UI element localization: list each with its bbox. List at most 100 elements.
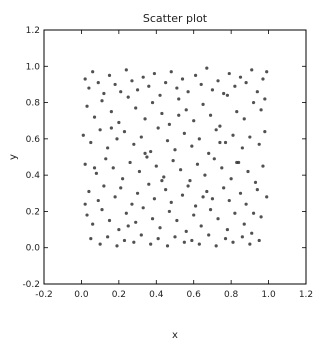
scatter-point <box>235 160 239 165</box>
scatter-point <box>263 130 267 134</box>
scatter-point <box>139 233 143 237</box>
scatter-point <box>242 222 246 226</box>
scatter-point <box>173 235 177 239</box>
scatter-point <box>218 140 222 145</box>
scatter-point <box>85 213 89 217</box>
scatter-point <box>169 200 173 204</box>
scatter-point <box>141 75 145 79</box>
scatter-point <box>179 168 183 172</box>
scatter-point <box>164 188 168 192</box>
scatter-point <box>160 178 164 183</box>
scatter-point <box>83 162 87 166</box>
scatter-point <box>186 90 190 94</box>
x-axis-ticks: -0.2 0.0 0.2 0.4 0.6 0.8 1.0 1.2 <box>35 30 313 300</box>
scatter-point <box>134 220 138 224</box>
scatter-point <box>203 173 207 177</box>
scatter-point <box>100 99 104 103</box>
scatter-point <box>100 208 104 212</box>
scatter-point <box>263 97 267 101</box>
scatter-point <box>160 111 164 116</box>
y-tick-label: 1.2 <box>26 26 40 36</box>
scatter-point <box>81 133 85 137</box>
y-tick-label: 0.0 <box>26 244 41 254</box>
scatter-point <box>231 240 235 244</box>
scatter-point <box>102 91 106 96</box>
scatter-point <box>244 81 248 85</box>
scatter-point <box>91 70 95 74</box>
scatter-point <box>190 238 194 243</box>
scatter-point <box>177 97 181 101</box>
scatter-point <box>223 140 228 145</box>
scatter-point <box>162 175 166 179</box>
scatter-point <box>192 213 196 217</box>
scatter-point <box>152 197 157 201</box>
scatter-point <box>257 142 261 146</box>
scatter-point <box>240 146 244 150</box>
scatter-point <box>250 68 254 72</box>
scatter-point <box>167 122 171 126</box>
scatter-point <box>242 117 246 121</box>
scatter-point <box>184 229 188 233</box>
scatter-point <box>87 86 91 90</box>
scatter-point <box>122 238 127 243</box>
scatter-point <box>192 119 196 123</box>
scatter-point <box>154 164 158 168</box>
scatter-point <box>244 202 248 206</box>
scatter-point <box>193 73 198 77</box>
scatter-point <box>152 71 157 76</box>
scatter-point <box>220 166 224 170</box>
scatter-point <box>248 242 252 246</box>
scatter-point <box>92 115 97 119</box>
scatter-point <box>233 84 237 88</box>
scatter-point <box>216 79 220 83</box>
plot-frame <box>43 29 307 285</box>
scatter-point <box>102 184 106 188</box>
scatter-point <box>171 159 175 163</box>
scatter-point <box>149 149 153 154</box>
scatter-point <box>257 238 261 243</box>
y-tick-label: 0.8 <box>26 99 41 109</box>
scatter-point <box>134 106 138 110</box>
scatter-point <box>197 137 201 141</box>
scatter-point <box>214 244 218 248</box>
scatter-point <box>235 110 239 114</box>
scatter-point <box>238 75 243 79</box>
scatter-point <box>259 215 263 219</box>
scatter-point <box>184 108 188 112</box>
scatter-point <box>222 186 226 190</box>
scatter-point <box>126 95 130 99</box>
scatter-point <box>216 217 220 221</box>
scatter-point <box>106 146 110 150</box>
scatter-point <box>158 93 162 97</box>
scatter-point <box>150 100 155 105</box>
x-tick-label: 1.0 <box>261 290 276 300</box>
scatter-point <box>225 93 229 97</box>
scatter-point <box>119 186 123 190</box>
scatter-point <box>143 117 147 121</box>
scatter-point <box>83 202 87 206</box>
x-tick-label: 0.0 <box>74 290 89 300</box>
scatter-point <box>225 227 229 232</box>
scatter-point <box>115 244 119 248</box>
scatter-point <box>182 131 186 136</box>
scatter-point <box>205 189 209 194</box>
scatter-point <box>227 198 231 203</box>
scatter-point <box>207 151 211 155</box>
scatter-point <box>180 193 185 197</box>
scatter-point <box>252 211 256 215</box>
scatter-point <box>147 182 151 186</box>
scatter-point <box>167 209 171 214</box>
y-tick-label: 0.2 <box>26 207 40 217</box>
scatter-point <box>165 244 170 248</box>
y-tick-label: 1.0 <box>26 62 41 72</box>
scatter-point <box>156 126 160 130</box>
scatter-point <box>195 162 200 166</box>
scatter-point <box>158 226 162 230</box>
scatter-point <box>261 164 265 168</box>
scatter-point <box>165 139 170 143</box>
scatter-point <box>173 148 177 152</box>
scatter-point <box>208 208 213 212</box>
scatter-point <box>149 242 153 246</box>
scatter-point <box>240 235 244 239</box>
scatter-point <box>83 77 87 81</box>
